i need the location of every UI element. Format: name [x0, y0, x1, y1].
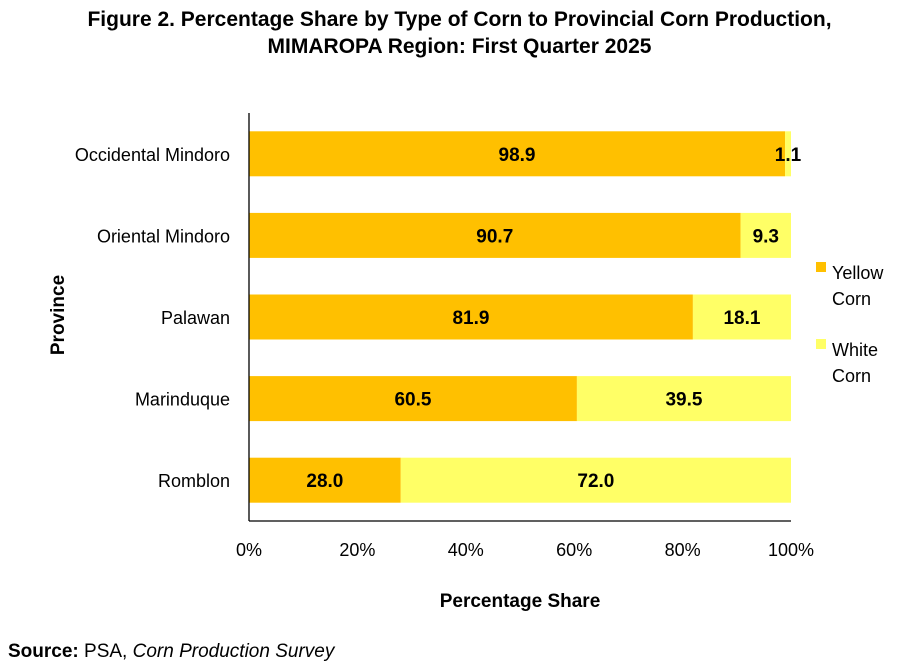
category-label: Romblon: [158, 471, 230, 491]
x-tick-label: 40%: [448, 540, 484, 560]
legend-label: Corn: [832, 289, 871, 309]
x-tick-label: 20%: [339, 540, 375, 560]
source-org: PSA,: [84, 641, 128, 662]
data-label: 81.9: [452, 308, 489, 329]
category-label: Oriental Mindoro: [97, 226, 230, 246]
data-label: 60.5: [394, 390, 431, 411]
bar-white-corn: [400, 457, 791, 503]
bar-white-corn: [785, 131, 791, 177]
y-axis-title: Province: [48, 275, 69, 355]
x-tick-label: 80%: [665, 540, 701, 560]
data-label: 9.3: [753, 226, 779, 247]
data-label: 72.0: [577, 471, 614, 492]
bar-yellow-corn: [249, 457, 401, 503]
data-label: 28.0: [306, 471, 343, 492]
source-label: Source:: [8, 641, 79, 662]
chart-title-line-1: Figure 2. Percentage Share by Type of Co…: [87, 8, 832, 31]
x-tick-label: 60%: [556, 540, 592, 560]
legend-label: Corn: [832, 366, 871, 386]
chart-title-line-2: MIMAROPA Region: First Quarter 2025: [267, 35, 652, 58]
legend-swatch-white-corn: [816, 339, 826, 349]
legend-label: Yellow: [832, 263, 884, 283]
data-label: 98.9: [499, 145, 536, 166]
chart-title: Figure 2. Percentage Share by Type of Co…: [0, 6, 919, 60]
x-tick-label: 100%: [768, 540, 814, 560]
category-label: Marinduque: [135, 390, 230, 410]
legend-label: White: [832, 340, 878, 360]
bar-yellow-corn: [249, 131, 786, 177]
legend-swatch-yellow-corn: [816, 262, 826, 272]
source-survey: Corn Production Survey: [132, 641, 335, 662]
source-note: Source: PSA, Corn Production Survey: [8, 641, 334, 663]
bar-yellow-corn: [249, 294, 693, 340]
bar-white-corn: [576, 376, 791, 422]
data-label: 90.7: [476, 226, 513, 247]
x-tick-label: 0%: [236, 540, 262, 560]
data-label: 39.5: [665, 390, 702, 411]
data-label: 18.1: [723, 308, 760, 329]
bar-white-corn: [740, 212, 791, 258]
x-axis-title: Percentage Share: [440, 591, 601, 612]
category-label: Occidental Mindoro: [75, 145, 230, 165]
bar-yellow-corn: [249, 376, 577, 422]
category-label: Palawan: [161, 308, 230, 328]
bar-yellow-corn: [249, 212, 741, 258]
data-label: 1.1: [775, 145, 802, 166]
bar-white-corn: [692, 294, 791, 340]
